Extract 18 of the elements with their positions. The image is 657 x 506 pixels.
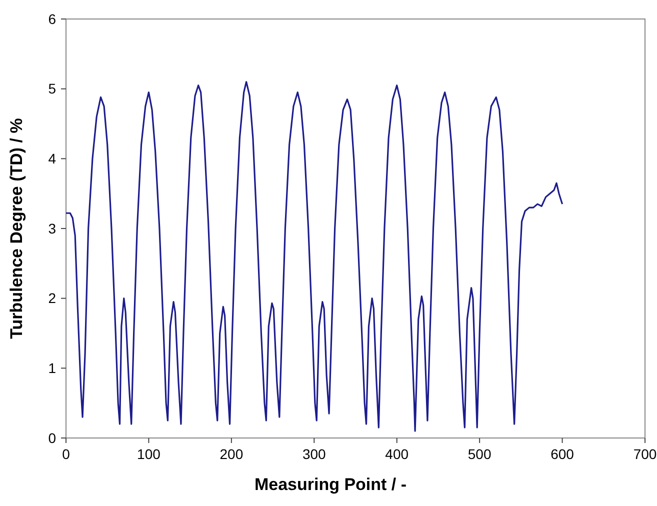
y-axis-title: Turbulence Degree (TD) / %: [7, 118, 26, 339]
y-tick-label: 5: [48, 80, 56, 97]
x-tick-label: 600: [550, 446, 574, 462]
x-tick-label: 0: [62, 446, 70, 462]
line-series: [65, 81, 564, 432]
x-tick-label: 100: [137, 446, 161, 462]
y-tick-label: 2: [48, 290, 56, 306]
x-axis-title: Measuring Point / -: [254, 475, 407, 494]
y-tick-label: 3: [48, 220, 56, 236]
x-tick-label: 200: [220, 446, 244, 462]
y-tick-label: 1: [48, 360, 56, 376]
y-tick-label: 0: [48, 430, 56, 446]
x-tick-label: 300: [302, 446, 326, 462]
y-tick-label: 6: [48, 10, 56, 27]
x-tick-label: 400: [385, 446, 409, 462]
x-tick-label: 500: [468, 446, 492, 462]
y-tick-label: 4: [48, 150, 56, 167]
x-tick-label: 700: [633, 446, 657, 462]
